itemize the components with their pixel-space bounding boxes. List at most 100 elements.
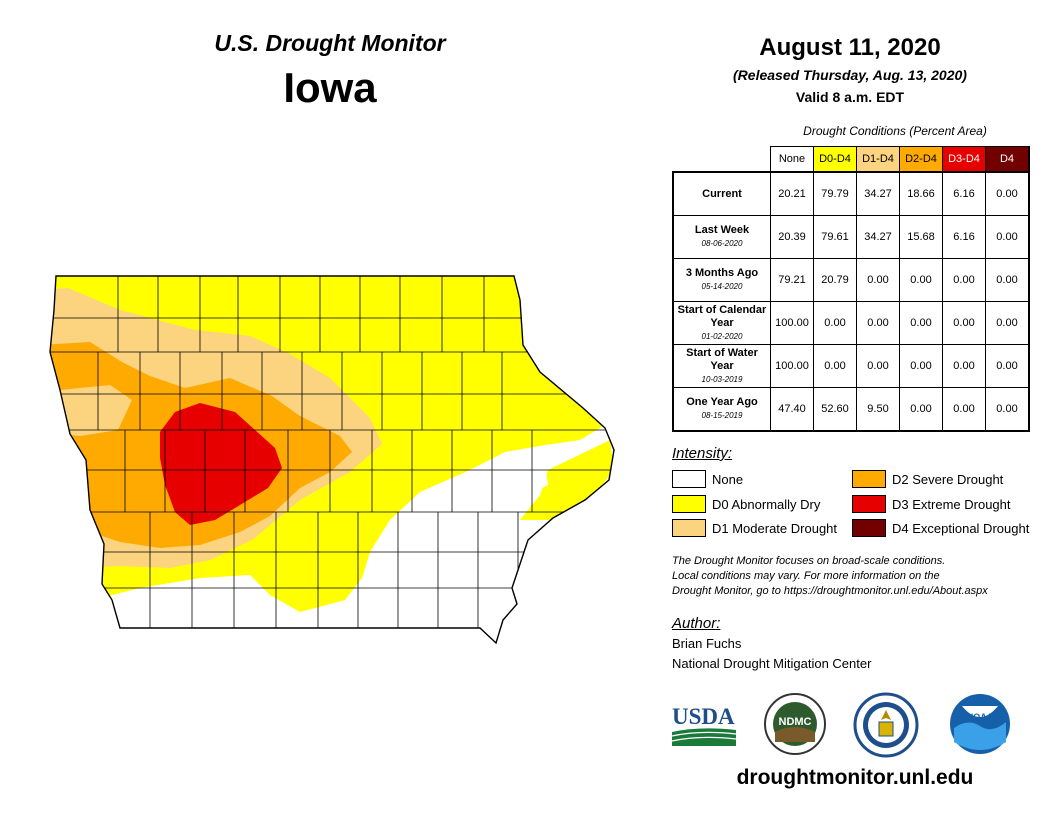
table-cell: 6.16: [942, 215, 986, 259]
table-cell: 0.00: [985, 301, 1030, 345]
table-cell: 0.00: [942, 344, 986, 388]
legend-swatch: [852, 470, 886, 488]
commerce-seal-logo: [853, 692, 919, 758]
map-date: August 11, 2020: [759, 34, 941, 61]
usda-logo-text: USDA: [672, 704, 735, 729]
map-none-east: [468, 452, 548, 520]
row-label: Current: [672, 171, 771, 216]
valid-time: Valid 8 a.m. EDT: [795, 89, 905, 105]
table-cell: 100.00: [770, 344, 814, 388]
state-title: Iowa: [283, 64, 377, 111]
legend-item-none: None: [672, 470, 743, 488]
iowa-drought-map: [49, 275, 615, 644]
table-cell: 100.00: [770, 301, 814, 345]
row-date: 01-02-2020: [701, 331, 743, 341]
table-corner: [673, 146, 771, 173]
row-label: Start of Water Year 10-03-2019: [672, 344, 771, 388]
table-cell: 9.50: [856, 387, 900, 432]
row-label-text: Start of Calendar Year: [677, 303, 767, 329]
legend-item-d3: D3 Extreme Drought: [852, 495, 1011, 513]
table-row: One Year Ago 08-15-2019 47.40 52.60 9.50 0.00…: [672, 387, 1030, 432]
legend-label: D0 Abnormally Dry: [712, 496, 821, 512]
map-d0-east-patch: [520, 440, 614, 520]
table-row: Start of Water Year 10-03-2019 100.00 0.00 0…: [672, 344, 1030, 388]
table-caption: Drought Conditions (Percent Area): [803, 124, 987, 138]
table-cell: 0.00: [942, 387, 986, 432]
table-cell: 0.00: [985, 344, 1030, 388]
conditions-table: None D0-D4 D1-D4 D2-D4 D3-D4 D4 Current 2…: [672, 146, 1030, 432]
row-label-text: Last Week: [694, 224, 750, 236]
usda-logo: USDA: [671, 704, 737, 746]
table-cell: 0.00: [856, 258, 900, 302]
table-cell: 0.00: [856, 301, 900, 345]
row-label-text: One Year Ago: [686, 396, 758, 408]
legend-item-d4: D4 Exceptional Drought: [852, 519, 1029, 537]
row-label: 3 Months Ago 05-14-2020: [672, 258, 771, 302]
note-line: Local conditions may vary. For more info…: [672, 570, 940, 582]
noaa-logo-text: NOAA: [967, 712, 994, 722]
monitor-title: U.S. Drought Monitor: [214, 30, 446, 56]
table-row: Current 20.21 79.79 34.27 18.66 6.16 0.00: [672, 171, 1030, 216]
col-header: D2-D4: [899, 146, 943, 173]
table-row: Start of Calendar Year 01-02-2020 100.00 0.…: [672, 301, 1030, 345]
table-cell: 0.00: [985, 171, 1030, 216]
author-name: Brian Fuchs: [672, 636, 742, 651]
legend-item-d1: D1 Moderate Drought: [672, 519, 837, 537]
legend-swatch: [672, 495, 706, 513]
legend-label: D2 Severe Drought: [892, 471, 1004, 487]
map-d0-se-patch: [522, 576, 548, 592]
legend-item-d2: D2 Severe Drought: [852, 470, 1003, 488]
row-date: 08-06-2020: [701, 239, 743, 248]
table-cell: 0.00: [813, 301, 857, 345]
legend-swatch: [672, 519, 706, 537]
col-header: D4: [985, 146, 1030, 173]
col-header: D3-D4: [942, 146, 986, 173]
legend-title: Intensity:: [672, 445, 733, 462]
row-label: Start of Calendar Year 01-02-2020: [672, 301, 771, 345]
table-cell: 6.16: [942, 171, 986, 216]
table-cell: 20.79: [813, 258, 857, 302]
legend-label: None: [712, 471, 744, 487]
table-cell: 0.00: [813, 344, 857, 388]
row-date: 10-03-2019: [701, 374, 743, 384]
table-cell: 0.00: [899, 344, 943, 388]
row-label: Last Week 08-06-2020: [672, 215, 771, 259]
ndmc-logo-text: NDMC: [779, 716, 812, 728]
row-date: 08-15-2019: [701, 411, 743, 420]
legend-item-d0: D0 Abnormally Dry: [672, 495, 820, 513]
table-cell: 79.21: [770, 258, 814, 302]
row-date: 05-14-2020: [701, 282, 743, 291]
table-cell: 79.79: [813, 171, 857, 216]
table-cell: 15.68: [899, 215, 943, 259]
legend-label: D4 Exceptional Drought: [892, 520, 1030, 536]
author-organization: National Drought Mitigation Center: [672, 656, 872, 671]
table-cell: 20.39: [770, 215, 814, 259]
col-header: D0-D4: [813, 146, 857, 173]
table-cell: 0.00: [985, 387, 1030, 432]
table-cell: 79.61: [813, 215, 857, 259]
table-cell: 0.00: [856, 344, 900, 388]
table-cell: 20.21: [770, 171, 814, 216]
legend-label: D3 Extreme Drought: [892, 496, 1011, 512]
table-cell: 34.27: [856, 171, 900, 216]
table-cell: 0.00: [899, 301, 943, 345]
legend-swatch: [852, 519, 886, 537]
note-line: Drought Monitor, go to https://droughtmo…: [672, 585, 988, 597]
table-row: 3 Months Ago 05-14-2020 79.21 20.79 0.00 0.00…: [672, 258, 1030, 302]
row-label-text: Start of Water Year: [686, 346, 758, 372]
table-row: Last Week 08-06-2020 20.39 79.61 34.27 15.68 6…: [672, 215, 1030, 259]
website-url[interactable]: droughtmonitor.unl.edu: [736, 766, 974, 789]
ndmc-logo: NDMC: [764, 693, 826, 755]
table-cell: 0.00: [985, 258, 1030, 302]
table-cell: 0.00: [942, 301, 986, 345]
table-cell: 0.00: [899, 258, 943, 302]
map-d1-west-band: [50, 385, 132, 436]
disclaimer-note: The Drought Monitor focuses on broad-sca…: [672, 554, 1042, 599]
row-label-text: 3 Months Ago: [685, 267, 759, 279]
table-cell: 0.00: [899, 387, 943, 432]
note-line: The Drought Monitor focuses on broad-sca…: [672, 555, 946, 567]
table-cell: 0.00: [942, 258, 986, 302]
col-header: None: [770, 146, 814, 173]
legend-swatch: [852, 495, 886, 513]
author-heading: Author:: [672, 615, 721, 632]
